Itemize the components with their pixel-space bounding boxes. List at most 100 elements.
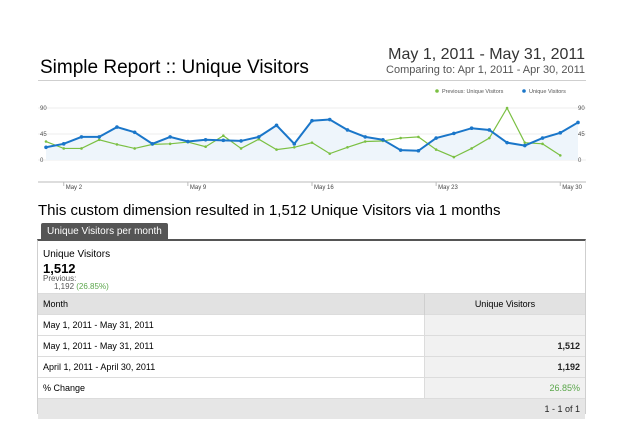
metric-name: Unique Visitors: [43, 249, 111, 260]
x-tick-label: May 16: [314, 185, 334, 191]
series-line-0: [45, 106, 561, 158]
legend-label-0: Previous: Unique Visitors: [442, 89, 504, 95]
table-row: % Change 26.85%: [38, 377, 585, 399]
data-point: [345, 128, 350, 132]
report-title: Simple Report :: Unique Visitors: [40, 57, 309, 78]
data-point: [398, 148, 403, 152]
data-point: [168, 135, 172, 139]
table-row: April 1, 2011 - April 30, 2011 1,192: [38, 356, 585, 378]
summary-text: This custom dimension resulted in 1,512 …: [38, 202, 501, 219]
data-point: [328, 152, 332, 155]
data-point: [257, 135, 261, 139]
data-point: [558, 131, 563, 135]
data-point: [97, 135, 101, 139]
date-range-label: May 1, 2011 - May 31, 2011: [388, 46, 585, 63]
data-point: [133, 147, 136, 150]
data-point: [204, 145, 207, 149]
visitors-line-chart: 90 90 45 45 0 0 May 2 May 9 May 16 May 23 May 30 P…: [38, 89, 586, 191]
data-point: [239, 147, 243, 150]
y-tick-label-left: 0: [40, 158, 44, 164]
data-point: [505, 140, 509, 145]
data-point: [150, 142, 155, 146]
y-tick-label-left: 45: [40, 132, 47, 138]
data-point: [310, 118, 314, 123]
data-point: [44, 145, 48, 150]
data-point: [363, 140, 367, 143]
data-point: [115, 125, 119, 129]
data-point: [540, 136, 545, 140]
x-tick-label: May 30: [562, 185, 582, 191]
data-point: [80, 147, 83, 150]
table-header-row: Month Unique Visitors: [38, 293, 585, 315]
data-point: [222, 134, 225, 138]
table-cell-month: May 1, 2011 - May 31, 2011: [38, 314, 425, 336]
data-point: [62, 147, 66, 150]
data-point: [132, 130, 137, 135]
table-cell-value: 26.85%: [424, 377, 585, 399]
table-cell-value: 1,192: [424, 356, 585, 378]
data-point: [44, 140, 48, 143]
data-point: [416, 148, 421, 153]
data-point: [292, 142, 297, 146]
data-point: [558, 154, 562, 157]
data-point: [168, 142, 172, 146]
data-point: [541, 142, 544, 146]
data-point: [576, 120, 580, 125]
x-tick-label: May 2: [66, 185, 83, 191]
y-tick-label-left: 90: [40, 106, 47, 112]
y-tick-label-right: 0: [578, 158, 582, 164]
data-point: [417, 135, 420, 139]
legend-marker-0: [435, 89, 439, 93]
metric-previous-change: (26.85%): [76, 282, 109, 291]
series-area-1: [46, 119, 578, 160]
data-point: [399, 136, 402, 140]
data-point: [292, 145, 296, 149]
table-cell-value: [424, 314, 585, 336]
table-cell-month: May 1, 2011 - May 31, 2011: [38, 335, 425, 357]
y-tick-label-right: 45: [578, 132, 585, 138]
x-tick-label: May 9: [190, 185, 207, 191]
data-point: [470, 147, 473, 150]
data-point: [274, 123, 279, 128]
table-footer-row: 1 - 1 of 1: [38, 398, 585, 419]
table-cell-month: % Change: [38, 377, 425, 399]
column-header-unique-visitors[interactable]: Unique Visitors: [424, 293, 585, 315]
metric-previous: 1,192 (26.85%): [54, 282, 109, 291]
data-point: [275, 148, 278, 151]
pagination-label: 1 - 1 of 1: [38, 398, 585, 419]
comparison-range-label: Comparing to: Apr 1, 2011 - Apr 30, 2011: [386, 64, 585, 76]
metric-previous-value: 1,192: [54, 282, 75, 291]
data-table: Month Unique Visitors May 1, 2011 - May …: [38, 293, 585, 419]
column-header-month[interactable]: Month: [38, 293, 425, 315]
data-point: [203, 137, 208, 142]
y-tick-label-right: 90: [578, 106, 585, 112]
data-point: [434, 136, 438, 140]
data-point: [115, 143, 119, 146]
metric-value: 1,512: [43, 261, 76, 276]
data-point: [381, 137, 385, 142]
title-divider: [38, 80, 586, 81]
data-point: [487, 128, 492, 132]
tab-unique-visitors-per-month[interactable]: Unique Visitors per month: [41, 223, 168, 240]
data-point: [452, 131, 456, 136]
data-point: [523, 143, 527, 148]
data-point: [239, 139, 243, 143]
data-point: [452, 155, 456, 159]
data-point: [61, 142, 66, 146]
metric-previous-label: Previous:: [43, 274, 77, 283]
data-point: [79, 135, 84, 139]
table-cell-value: 1,512: [424, 335, 585, 357]
data-point: [346, 145, 349, 149]
data-point: [434, 148, 438, 151]
data-point: [97, 138, 101, 142]
data-point: [221, 138, 226, 143]
table-row: May 1, 2011 - May 31, 2011: [38, 314, 585, 336]
data-point: [363, 135, 368, 139]
data-point: [327, 117, 332, 122]
data-point: [310, 141, 314, 144]
x-tick-label: May 23: [438, 185, 458, 191]
data-point: [186, 139, 190, 144]
date-range[interactable]: May 1, 2011 - May 31, 2011 Comparing to:…: [386, 46, 585, 76]
table-row: May 1, 2011 - May 31, 2011 1,512: [38, 335, 585, 357]
data-point: [523, 141, 527, 144]
